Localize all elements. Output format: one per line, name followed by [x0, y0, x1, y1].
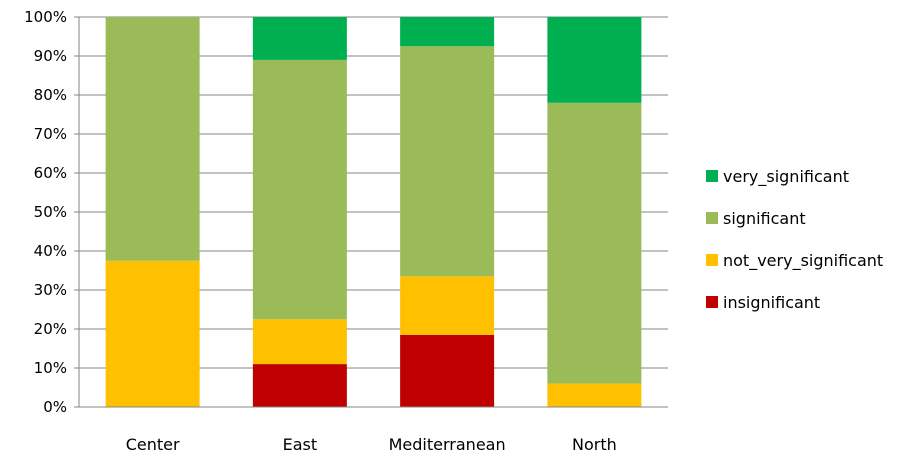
y-tick-labels: 0% 10% 20% 30% 40% 50% 60% 70% 80% 90% 100%	[24, 8, 67, 416]
bar-segment-insignificant-east	[252, 364, 347, 407]
y-tick-label: 60%	[34, 164, 67, 182]
legend-label-significant: significant	[723, 209, 806, 228]
bar-segment-significant-north	[547, 102, 642, 384]
bars	[105, 17, 642, 407]
x-category-label: Center	[126, 435, 180, 454]
y-tick-label: 0%	[43, 398, 67, 416]
legend: very_significant significant not_very_sign…	[706, 167, 883, 312]
y-tick-label: 90%	[34, 47, 67, 65]
y-tick-label: 80%	[34, 86, 67, 104]
x-category-label: East	[283, 435, 318, 454]
x-category-label: Mediterranean	[389, 435, 506, 454]
legend-swatch-very_significant	[706, 170, 718, 182]
bar-segment-very_significant-mediterranean	[400, 17, 495, 47]
bar-segment-not_very_significant-center	[105, 260, 200, 407]
y-tick-label: 50%	[34, 203, 67, 221]
legend-swatch-insignificant	[706, 296, 718, 308]
y-tick-label: 10%	[34, 359, 67, 377]
legend-label-not_very_significant: not_very_significant	[723, 251, 883, 271]
x-category-labels: Center East Mediterranean North	[126, 435, 617, 454]
bar-segment-significant-east	[252, 59, 347, 320]
legend-label-very_significant: very_significant	[723, 167, 849, 187]
bar-segment-insignificant-mediterranean	[400, 334, 495, 407]
y-tick-label: 100%	[24, 8, 67, 26]
bar-segment-very_significant-north	[547, 17, 642, 103]
y-tick-label: 70%	[34, 125, 67, 143]
y-tick-label: 20%	[34, 320, 67, 338]
bar-segment-very_significant-east	[252, 17, 347, 60]
legend-swatch-significant	[706, 212, 718, 224]
axes	[74, 16, 668, 408]
x-category-label: North	[572, 435, 617, 454]
legend-swatch-not_very_significant	[706, 254, 718, 266]
y-tick-label: 40%	[34, 242, 67, 260]
bar-segment-not_very_significant-north	[547, 383, 642, 407]
legend-label-insignificant: insignificant	[723, 293, 820, 312]
y-tick-label: 30%	[34, 281, 67, 299]
bar-segment-significant-mediterranean	[400, 46, 495, 277]
bar-segment-not_very_significant-east	[252, 319, 347, 365]
bar-segment-significant-center	[105, 17, 200, 261]
bar-segment-not_very_significant-mediterranean	[400, 276, 495, 335]
